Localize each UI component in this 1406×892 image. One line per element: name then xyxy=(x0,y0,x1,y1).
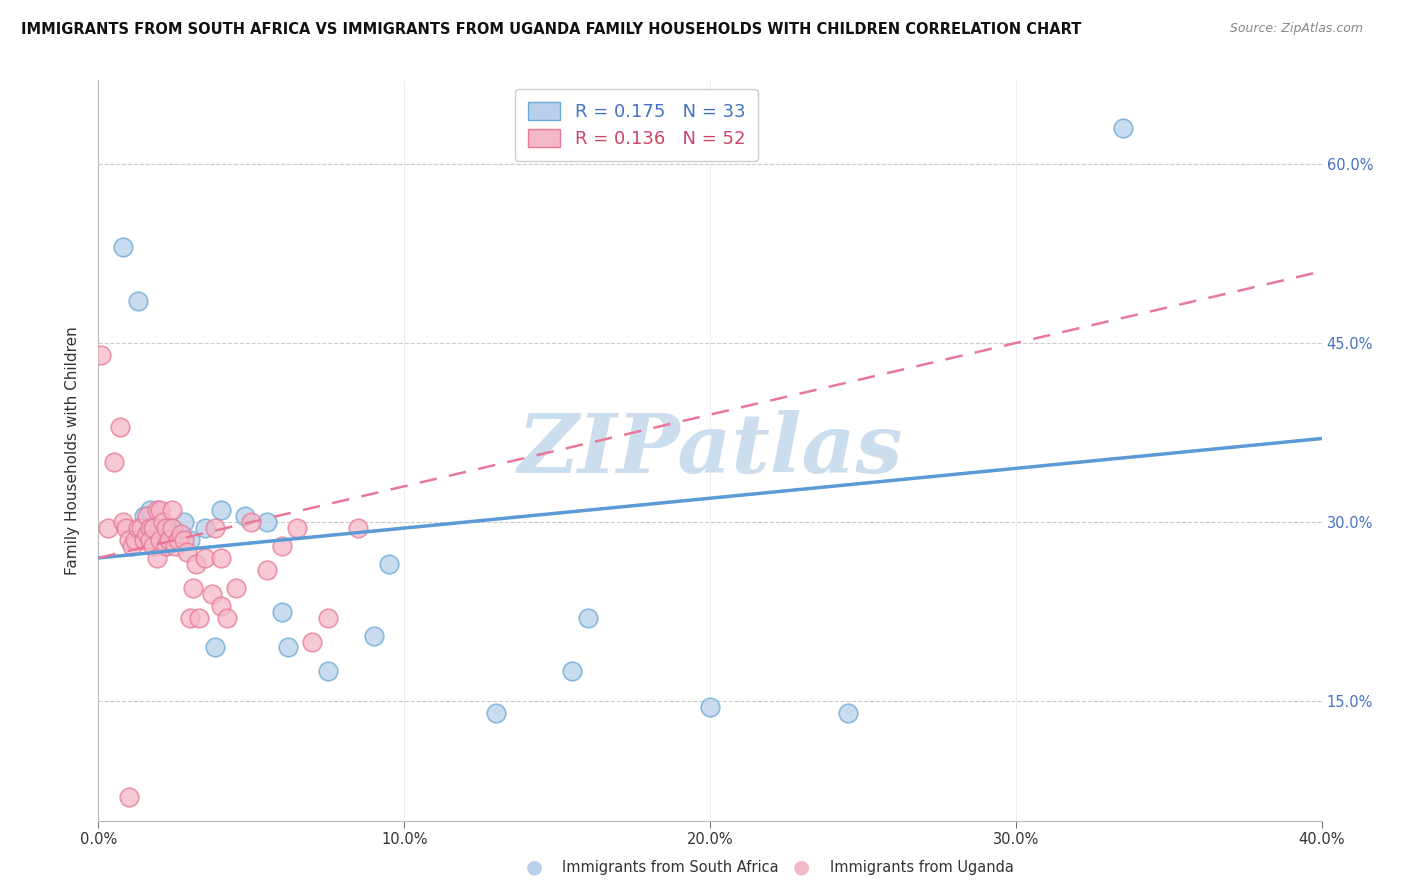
Point xyxy=(97,521,120,535)
Point xyxy=(139,521,162,535)
Point xyxy=(136,527,159,541)
Point xyxy=(142,533,165,547)
Point xyxy=(127,521,149,535)
Point xyxy=(149,533,172,547)
Point xyxy=(1112,121,1135,136)
Point xyxy=(347,521,370,535)
Point xyxy=(163,527,186,541)
Point xyxy=(285,521,308,535)
Text: ZIPatlas: ZIPatlas xyxy=(517,410,903,491)
Point xyxy=(121,539,143,553)
Point xyxy=(270,605,292,619)
Point xyxy=(576,610,599,624)
Point xyxy=(111,515,134,529)
Point xyxy=(363,628,385,642)
Point xyxy=(124,533,146,547)
Point xyxy=(134,533,156,547)
Point xyxy=(145,503,167,517)
Point xyxy=(204,521,226,535)
Point xyxy=(152,515,174,529)
Point xyxy=(160,521,183,535)
Point xyxy=(149,533,172,547)
Point xyxy=(209,503,232,517)
Point xyxy=(111,240,134,254)
Point xyxy=(157,533,180,547)
Point xyxy=(176,545,198,559)
Point xyxy=(240,515,263,529)
Point xyxy=(188,610,211,624)
Point xyxy=(225,581,247,595)
Point xyxy=(103,455,125,469)
Point xyxy=(270,539,292,553)
Point xyxy=(142,539,165,553)
Point xyxy=(209,550,232,565)
Point xyxy=(561,665,583,679)
Point xyxy=(215,610,238,624)
Point xyxy=(142,521,165,535)
Text: Immigrants from Uganda: Immigrants from Uganda xyxy=(830,861,1014,875)
Point xyxy=(118,789,141,804)
Point xyxy=(316,610,339,624)
Point xyxy=(167,533,190,547)
Point xyxy=(170,527,193,541)
Text: IMMIGRANTS FROM SOUTH AFRICA VS IMMIGRANTS FROM UGANDA FAMILY HOUSEHOLDS WITH CH: IMMIGRANTS FROM SOUTH AFRICA VS IMMIGRAN… xyxy=(21,22,1081,37)
Text: ●: ● xyxy=(526,857,543,876)
Point xyxy=(139,503,162,517)
Point xyxy=(90,348,112,362)
Text: ●: ● xyxy=(793,857,810,876)
Point xyxy=(378,557,401,571)
Point xyxy=(316,665,339,679)
Point xyxy=(115,521,138,535)
Point xyxy=(108,419,131,434)
Point xyxy=(139,533,162,547)
Point xyxy=(118,533,141,547)
Point xyxy=(699,700,721,714)
Point xyxy=(152,521,174,535)
Point xyxy=(173,533,195,547)
Point xyxy=(142,527,165,541)
Point xyxy=(145,550,167,565)
Point xyxy=(204,640,226,655)
Point xyxy=(163,539,186,553)
Point xyxy=(179,533,201,547)
Point xyxy=(277,640,299,655)
Point xyxy=(157,533,180,547)
Point xyxy=(173,515,195,529)
Point xyxy=(186,557,208,571)
Y-axis label: Family Households with Children: Family Households with Children xyxy=(65,326,80,574)
Point xyxy=(301,634,323,648)
Point xyxy=(155,539,177,553)
Point xyxy=(209,599,232,613)
Point xyxy=(256,563,278,577)
Point xyxy=(485,706,508,721)
Point xyxy=(149,503,172,517)
Point xyxy=(200,587,222,601)
Point xyxy=(136,509,159,524)
Text: Immigrants from South Africa: Immigrants from South Africa xyxy=(562,861,779,875)
Point xyxy=(155,539,177,553)
Text: Source: ZipAtlas.com: Source: ZipAtlas.com xyxy=(1230,22,1364,36)
Point xyxy=(160,503,183,517)
Point xyxy=(136,521,159,535)
Point xyxy=(134,509,156,524)
Point xyxy=(181,581,204,595)
Legend: R = 0.175   N = 33, R = 0.136   N = 52: R = 0.175 N = 33, R = 0.136 N = 52 xyxy=(515,89,758,161)
Point xyxy=(194,521,217,535)
Point xyxy=(837,706,859,721)
Point xyxy=(160,521,183,535)
Point xyxy=(194,550,217,565)
Point xyxy=(139,527,162,541)
Point xyxy=(233,509,256,524)
Point xyxy=(129,521,152,535)
Point xyxy=(155,521,177,535)
Point xyxy=(179,610,201,624)
Point xyxy=(256,515,278,529)
Point xyxy=(127,294,149,309)
Point xyxy=(145,521,167,535)
